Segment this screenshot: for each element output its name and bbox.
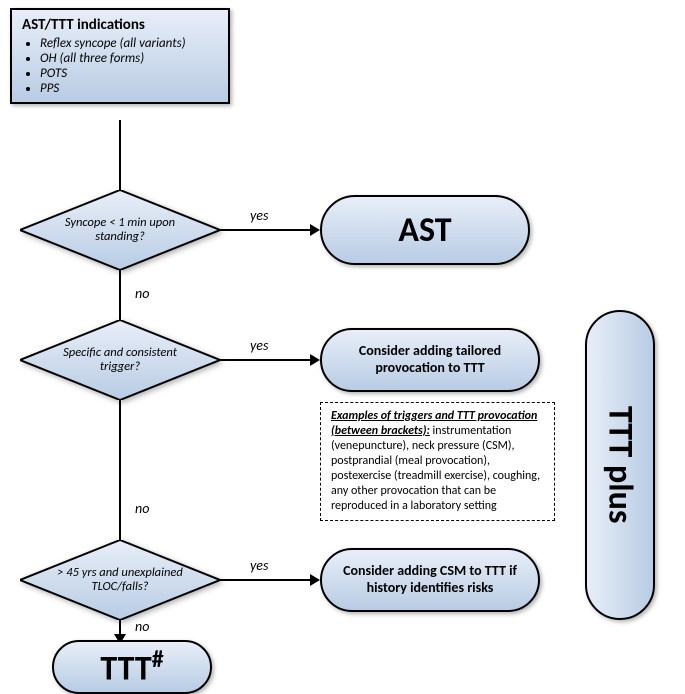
edge-label-yes: yes	[250, 557, 268, 574]
edge	[119, 620, 121, 636]
indications-box: AST/TTT indications Reflex syncope (all …	[10, 8, 230, 104]
list-item: POTS	[40, 66, 218, 81]
edge-label-no: no	[135, 285, 149, 302]
edge-label-no: no	[135, 618, 149, 635]
list-item: OH (all three forms)	[40, 51, 218, 66]
outcome-ast: AST	[320, 195, 530, 265]
edge	[119, 120, 121, 190]
outcome-provocation: Consider adding tailored provocation to …	[320, 328, 540, 392]
outcome-ttt: TTT#	[52, 640, 212, 694]
edge	[119, 270, 121, 320]
decision-age: > 45 yrs and unexplained TLOC/falls?	[20, 540, 220, 620]
outcome-csm: Consider adding CSM to TTT if history id…	[320, 548, 540, 612]
outcome-tttplus-label: TTT plus	[600, 406, 641, 523]
list-item: PPS	[40, 81, 218, 96]
indications-list: Reflex syncope (all variants) OH (all th…	[22, 36, 218, 96]
edge-label-yes: yes	[250, 337, 268, 354]
indications-title: AST/TTT indications	[22, 16, 218, 34]
decision-syncope: Syncope < 1 min upon standing?	[20, 190, 220, 270]
list-item: Reflex syncope (all variants)	[40, 36, 218, 51]
decision-text: Specific and consistent trigger?	[20, 320, 220, 400]
outcome-ast-label: AST	[398, 210, 451, 251]
examples-box: Examples of triggers and TTT provocation…	[320, 402, 555, 521]
edge	[220, 359, 312, 361]
edge	[220, 229, 312, 231]
decision-trigger: Specific and consistent trigger?	[20, 320, 220, 400]
edge-label-no: no	[135, 500, 149, 517]
edge	[119, 400, 121, 540]
decision-text: Syncope < 1 min upon standing?	[20, 190, 220, 270]
edge-label-yes: yes	[250, 207, 268, 224]
outcome-provocation-label: Consider adding tailored provocation to …	[340, 343, 520, 377]
edge	[220, 579, 312, 581]
outcome-csm-label: Consider adding CSM to TTT if history id…	[340, 563, 520, 597]
outcome-ttt-label: TTT#	[100, 645, 163, 689]
decision-text: > 45 yrs and unexplained TLOC/falls?	[20, 540, 220, 620]
outcome-tttplus: TTT plus	[585, 310, 655, 620]
